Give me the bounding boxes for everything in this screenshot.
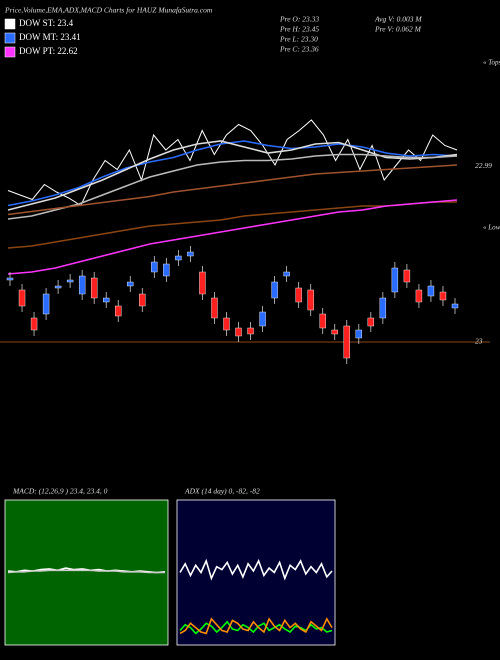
candle-body	[331, 329, 338, 335]
legend-swatch	[4, 46, 16, 58]
candle-body	[139, 293, 146, 307]
annotation: « Tops	[483, 59, 500, 67]
candle-body	[66, 279, 74, 283]
stat: Pre C: 23.36	[279, 45, 319, 54]
candle-body	[271, 281, 278, 299]
panel	[176, 499, 336, 646]
candle-body	[78, 275, 86, 295]
candle-body	[127, 281, 134, 287]
candle-body	[439, 291, 447, 301]
candle-body	[223, 317, 230, 331]
panel-title: MACD: (12,26,9 ) 23.4, 23.4, 0	[12, 487, 108, 496]
candle-body	[6, 277, 14, 281]
line-series	[179, 617, 333, 635]
candle-body	[30, 317, 38, 331]
line-series	[7, 201, 457, 249]
candle-body	[247, 327, 254, 335]
y-tick-label: 23	[475, 337, 483, 346]
line-series	[179, 558, 333, 581]
candle-body	[343, 325, 350, 359]
candle-body	[379, 297, 387, 319]
legend-label: DOW PT: 22.62	[19, 46, 78, 56]
candle-body	[403, 269, 411, 283]
candle-body	[90, 277, 98, 299]
line-series	[7, 164, 458, 216]
line-series	[7, 153, 458, 220]
candle-body	[187, 251, 194, 257]
y-tick-label: 22.99	[475, 161, 492, 170]
annotation: « Lows	[483, 224, 500, 232]
candle-body	[42, 293, 50, 315]
candle-body	[295, 287, 302, 303]
candle-body	[355, 329, 362, 339]
candle-body	[367, 317, 375, 327]
header-title: Price,Volume,EMA,ADX,MACD Charts for HAU…	[4, 6, 213, 15]
candle-body	[199, 271, 206, 295]
legend-swatch	[4, 32, 16, 44]
candle-body	[391, 267, 399, 293]
line-series	[7, 199, 458, 275]
candle-body	[259, 311, 266, 327]
candle-body	[103, 297, 110, 303]
stat: Pre V: 0.062 M	[374, 25, 422, 34]
stat: Avg V: 0.003 M	[374, 15, 422, 24]
candle-body	[211, 297, 218, 319]
stat: Pre O: 23.33	[279, 15, 319, 24]
candle-body	[115, 305, 122, 317]
candle-body	[283, 271, 290, 277]
panel-title: ADX (14 day) 0, -82, -82	[184, 487, 260, 496]
candle-body	[18, 289, 26, 307]
legend-label: DOW MT: 23.41	[19, 32, 81, 42]
line-series	[7, 119, 458, 207]
stat: Pre L: 23.30	[279, 35, 318, 44]
legend-label: DOW ST: 23.4	[19, 18, 74, 28]
candle-body	[235, 327, 242, 337]
candle-body	[175, 255, 182, 261]
candle-body	[415, 289, 423, 303]
candle-body	[319, 313, 326, 329]
candle-body	[427, 285, 435, 297]
legend-swatch	[4, 18, 16, 30]
line-series	[7, 140, 458, 211]
stat: Pre H: 23.45	[279, 25, 319, 34]
candle-body	[451, 303, 459, 309]
line-series	[7, 140, 458, 207]
candle-body	[151, 261, 158, 273]
candle-body	[307, 289, 314, 311]
line-series	[7, 569, 165, 574]
candle-body	[163, 263, 170, 277]
candle-body	[54, 285, 62, 289]
